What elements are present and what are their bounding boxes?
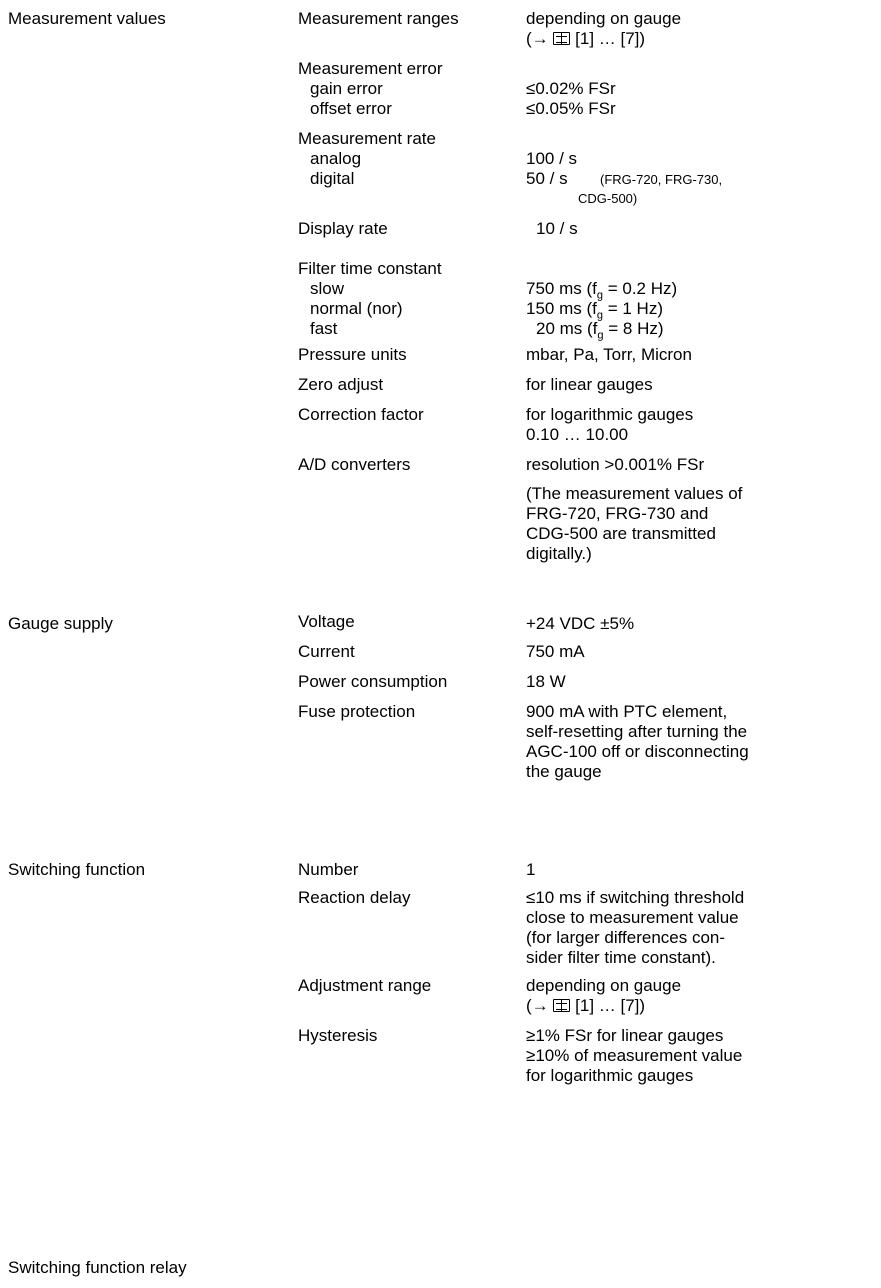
param-display-rate: Display rate bbox=[298, 219, 388, 238]
sub-param-digital: digital bbox=[310, 169, 355, 188]
param-label: Measurement error bbox=[298, 59, 443, 78]
sub-param-offset: offset error bbox=[310, 99, 392, 118]
value-reaction-delay: ≤10 ms if switching threshold close to m… bbox=[526, 888, 745, 967]
reference: (→ [1] … [7]) bbox=[526, 29, 646, 48]
sub-param-gain: gain error bbox=[310, 79, 383, 98]
param-number: Number bbox=[298, 860, 359, 879]
value-analog: 100 / s bbox=[526, 149, 578, 168]
param-current: Current bbox=[298, 642, 355, 661]
param-correction-factor: Correction factor bbox=[298, 405, 424, 424]
value-pressure-units: mbar, Pa, Torr, Micron bbox=[526, 345, 692, 364]
param-fuse-protection: Fuse protection bbox=[298, 702, 416, 721]
value-digital: 50 / s bbox=[526, 169, 568, 188]
section-gauge-supply: Gauge supply bbox=[8, 614, 113, 633]
param-measurement-error: Measurement error gain error offset erro… bbox=[298, 59, 443, 119]
value-hysteresis: ≥1% FSr for linear gauges ≥10% of measur… bbox=[526, 1026, 743, 1085]
reference: (→ [1] … [7]) bbox=[526, 996, 646, 1015]
value-measurement-error: ≤0.02% FSr ≤0.05% FSr bbox=[526, 79, 616, 119]
value-measurement-ranges: depending on gauge (→ [1] … [7]) bbox=[526, 9, 681, 49]
value-zero-adjust: for linear gauges bbox=[526, 375, 653, 394]
param-zero-adjust: Zero adjust bbox=[298, 375, 384, 394]
value-fast: 20 ms (fg = 8 Hz) bbox=[536, 319, 664, 342]
value-fuse-protection: 900 mA with PTC element, self-resetting … bbox=[526, 702, 749, 781]
value-power-consumption: 18 W bbox=[526, 672, 566, 691]
sub-param-normal: normal (nor) bbox=[310, 299, 403, 318]
param-adjustment-range: Adjustment range bbox=[298, 976, 432, 995]
section-measurement-values: Measurement values bbox=[8, 9, 166, 28]
value-display-rate: 10 / s bbox=[536, 219, 578, 238]
value-gain: ≤0.02% FSr bbox=[526, 79, 616, 98]
value-offset: ≤0.05% FSr bbox=[526, 99, 616, 118]
value-normal: 150 ms (fg = 1 Hz) bbox=[526, 299, 663, 322]
sub-param-analog: analog bbox=[310, 149, 362, 168]
param-label: Filter time constant bbox=[298, 259, 442, 278]
value-text: depending on gauge bbox=[526, 9, 682, 28]
value-current: 750 mA bbox=[526, 642, 585, 661]
value-adjustment-range: depending on gauge (→ [1] … [7]) bbox=[526, 976, 682, 1015]
digital-note-2: CDG-500) bbox=[578, 191, 638, 206]
value-number: 1 bbox=[526, 860, 536, 879]
param-pressure-units: Pressure units bbox=[298, 345, 407, 364]
value-ad-converters: resolution >0.001% FSr (The measurement … bbox=[526, 455, 743, 563]
value-filter: 750 ms (fg = 0.2 Hz) 150 ms (fg = 1 Hz) … bbox=[526, 279, 678, 342]
param-ad-converters: A/D converters bbox=[298, 455, 411, 474]
manual-book-icon bbox=[553, 32, 571, 45]
digital-note: (FRG-720, FRG-730, bbox=[600, 172, 723, 187]
param-label: Measurement rate bbox=[298, 129, 436, 148]
param-filter-time-constant: Filter time constant slow normal (nor) f… bbox=[298, 259, 442, 339]
value-slow: 750 ms (fg = 0.2 Hz) bbox=[526, 279, 678, 302]
sub-param-slow: slow bbox=[310, 279, 345, 298]
param-voltage: Voltage bbox=[298, 612, 355, 631]
manual-book-icon bbox=[553, 999, 571, 1012]
param-reaction-delay: Reaction delay bbox=[298, 888, 411, 907]
param-power-consumption: Power consumption bbox=[298, 672, 448, 691]
param-measurement-ranges: Measurement ranges bbox=[298, 9, 459, 28]
value-correction-factor: for logarithmic gauges 0.10 … 10.00 bbox=[526, 405, 694, 444]
section-switching-function: Switching function bbox=[8, 860, 146, 879]
sub-param-fast: fast bbox=[310, 319, 338, 338]
param-hysteresis: Hysteresis bbox=[298, 1026, 378, 1045]
section-switching-function-relay: Switching function relay bbox=[8, 1258, 187, 1277]
param-measurement-rate: Measurement rate analog digital bbox=[298, 129, 436, 189]
value-voltage: +24 VDC ±5% bbox=[526, 614, 635, 633]
